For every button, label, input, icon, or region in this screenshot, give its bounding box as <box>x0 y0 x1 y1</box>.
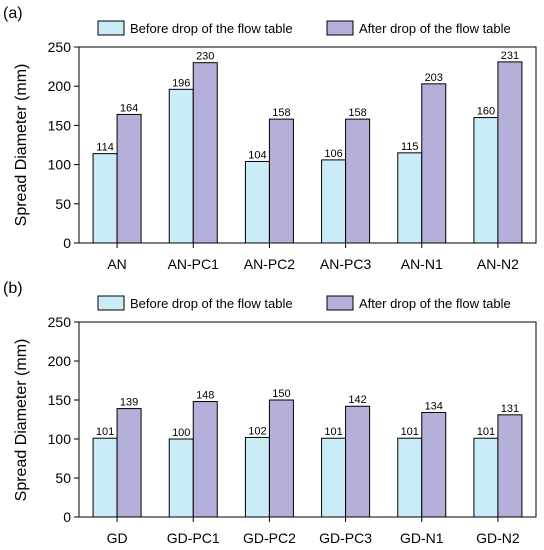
data-label: 196 <box>172 77 190 89</box>
y-tick-label: 200 <box>48 78 72 94</box>
data-label: 100 <box>172 427 190 439</box>
bar-before <box>321 159 347 244</box>
y-tick-label: 150 <box>48 117 72 133</box>
bar-after <box>345 405 371 518</box>
x-tick-label: AN-N1 <box>401 256 443 272</box>
x-tick-label: AN-PC2 <box>244 256 296 272</box>
y-tick-label: 50 <box>55 196 71 212</box>
bar-before <box>92 153 118 244</box>
bar-after <box>497 414 523 518</box>
x-tick-label: AN-PC3 <box>320 256 372 272</box>
panel-label: (b) <box>3 280 23 297</box>
data-label: 150 <box>272 388 290 400</box>
x-tick-label: AN-N2 <box>477 256 519 272</box>
data-label: 101 <box>96 426 114 438</box>
data-label: 231 <box>501 50 519 62</box>
data-label: 148 <box>196 390 214 402</box>
legend-label: After drop of the flow table <box>359 296 511 311</box>
bar-after <box>116 113 142 244</box>
x-tick-label: GD-N2 <box>476 530 520 546</box>
x-tick-label: GD-N1 <box>400 530 444 546</box>
data-label: 134 <box>425 400 443 412</box>
bar-before <box>397 152 423 244</box>
bar-before <box>244 436 270 518</box>
legend-swatch-before <box>97 20 125 36</box>
data-label: 164 <box>120 102 138 114</box>
data-label: 158 <box>272 107 290 119</box>
data-label: 104 <box>248 149 266 161</box>
bar-after <box>421 83 447 244</box>
data-label: 160 <box>477 106 495 118</box>
bar-after <box>497 61 523 244</box>
bar-before <box>168 88 194 244</box>
legend-label: Before drop of the flow table <box>130 296 293 311</box>
data-label: 101 <box>477 426 495 438</box>
legend-swatch-before <box>97 295 125 311</box>
chart-panel-1: (a) 0 50 100 150 200 250 Spread Diameter (mm) AN… <box>3 5 537 272</box>
data-label: 139 <box>120 397 138 409</box>
y-axis-title: Spread Diameter (mm) <box>13 64 30 227</box>
data-label: 131 <box>501 403 519 415</box>
y-tick-label: 100 <box>48 157 72 173</box>
plot-frame <box>78 46 537 244</box>
bar-before <box>92 437 118 518</box>
x-tick-label: GD-PC1 <box>167 530 220 546</box>
y-tick-label: 0 <box>63 509 71 525</box>
x-tick-label: GD-PC3 <box>319 530 372 546</box>
y-tick-label: 200 <box>48 353 72 369</box>
bar-after <box>421 411 447 518</box>
legend: Before drop of the flow table After drop … <box>97 295 511 311</box>
data-label: 230 <box>196 51 214 63</box>
bar-after <box>345 118 371 244</box>
y-axis-title: Spread Diameter (mm) <box>13 339 30 502</box>
data-label: 101 <box>401 426 419 438</box>
bar-before <box>168 438 194 518</box>
data-label: 115 <box>401 141 419 153</box>
bar-before <box>321 437 347 518</box>
plot-frame <box>78 321 537 518</box>
y-tick-label: 100 <box>48 431 72 447</box>
data-label: 203 <box>425 72 443 84</box>
y-tick-label: 150 <box>48 392 72 408</box>
bar-before <box>473 117 499 244</box>
bar-after <box>268 399 294 518</box>
y-tick-label: 50 <box>55 470 71 486</box>
bar-after <box>116 408 142 518</box>
y-tick-label: 250 <box>48 314 72 330</box>
legend-label: After drop of the flow table <box>359 21 511 36</box>
data-label: 101 <box>324 426 342 438</box>
legend-swatch-after <box>326 20 354 36</box>
data-label: 102 <box>248 425 266 437</box>
legend-swatch-after <box>326 295 354 311</box>
x-tick-label: GD <box>107 530 128 546</box>
x-tick-label: GD-PC2 <box>243 530 296 546</box>
panel-label: (a) <box>3 5 23 22</box>
x-tick-label: AN-PC1 <box>168 256 220 272</box>
data-label: 106 <box>324 148 342 160</box>
bar-before <box>244 160 270 244</box>
bar-after <box>192 401 218 518</box>
chart-panel-2: (b) 0 50 100 150 200 250 Spread Diameter (mm) GD… <box>3 280 537 546</box>
bar-before <box>397 437 423 518</box>
bar-before <box>473 437 499 518</box>
y-tick-label: 250 <box>48 39 72 55</box>
data-label: 114 <box>96 142 114 154</box>
bar-after <box>268 118 294 244</box>
y-tick-label: 0 <box>63 235 71 251</box>
bar-after <box>192 62 218 244</box>
x-tick-label: AN <box>107 256 126 272</box>
legend: Before drop of the flow table After drop … <box>97 20 511 36</box>
data-label: 158 <box>348 107 366 119</box>
legend-label: Before drop of the flow table <box>130 21 293 36</box>
data-label: 142 <box>348 394 366 406</box>
